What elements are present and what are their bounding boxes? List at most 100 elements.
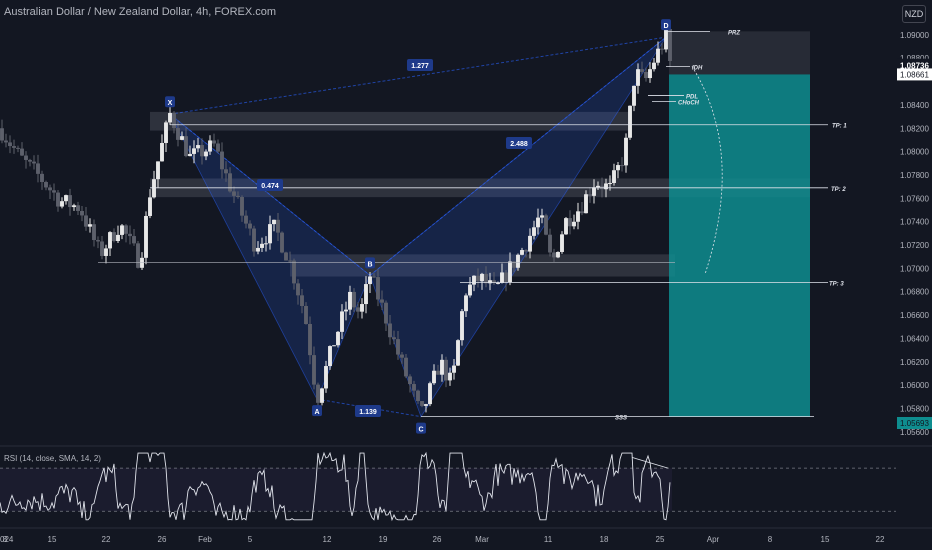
candle-body <box>584 194 588 214</box>
candle-body <box>192 148 196 154</box>
candle-body <box>616 165 620 171</box>
candle-body <box>268 224 272 244</box>
candle-body <box>548 234 552 253</box>
candle-body <box>92 224 96 241</box>
candle-body <box>84 215 88 227</box>
candle-body <box>528 235 532 252</box>
candle-body <box>632 85 636 106</box>
x-tick-label: 18 <box>600 535 609 544</box>
x-tick-label: Mar <box>475 535 489 544</box>
level-label: TP: 3 <box>829 281 844 287</box>
candle-body <box>536 217 540 228</box>
level-label: TP: 1 <box>832 124 847 130</box>
candle-body <box>648 69 652 79</box>
candle-body <box>320 388 324 403</box>
candle-body <box>212 140 216 144</box>
candle-body <box>348 291 352 310</box>
candle-body <box>592 187 596 196</box>
pattern-point-label: A <box>314 409 319 416</box>
candle-body <box>356 307 360 312</box>
candle-body <box>28 159 32 162</box>
x-tick-label: 19 <box>379 535 388 544</box>
x-tick-label: 11 <box>544 535 553 544</box>
rsi-band <box>0 468 672 512</box>
candle-body <box>520 250 524 255</box>
rsi-title: RSI (14, close, SMA, 14, 2) <box>4 454 101 463</box>
ratio-badge <box>355 405 381 417</box>
x-tick-label: 8 <box>3 535 8 544</box>
candle-body <box>244 215 248 224</box>
candle-body <box>476 275 480 282</box>
candle-body <box>460 311 464 341</box>
candle-body <box>116 234 120 241</box>
candle-body <box>352 291 356 308</box>
candle-body <box>128 233 132 237</box>
candle-body <box>40 173 44 183</box>
x-tick-label: 22 <box>876 535 885 544</box>
candle-body <box>124 225 128 234</box>
candle-body <box>96 240 100 242</box>
candle-body <box>132 236 136 244</box>
candle-body <box>640 69 644 72</box>
y-tick-label: 1.08200 <box>900 124 929 133</box>
candle-body <box>424 404 428 406</box>
y-tick-label: 1.06000 <box>900 381 929 390</box>
level-label: PRZ <box>728 30 740 36</box>
candle-body <box>456 340 460 366</box>
candle-body <box>412 384 416 391</box>
y-tick-label: 1.05600 <box>900 428 929 437</box>
candle-body <box>304 306 308 324</box>
candle-body <box>248 223 252 229</box>
candle-body <box>588 194 592 196</box>
candle-body <box>652 62 656 70</box>
candle-body <box>8 142 12 147</box>
pattern-ratio-line <box>169 36 667 115</box>
candle-body <box>20 148 24 156</box>
pattern-ratio-line <box>369 36 667 276</box>
y-tick-label: 1.06400 <box>900 334 929 343</box>
x-tick-label: 12 <box>323 535 332 544</box>
rsi-divergence-line <box>631 457 669 469</box>
candle-body <box>408 376 412 385</box>
candle-body <box>60 201 64 207</box>
candle-body <box>272 219 276 225</box>
candle-body <box>64 195 68 202</box>
candle-body <box>664 28 668 50</box>
candle-body <box>660 48 664 50</box>
candle-body <box>4 140 8 143</box>
candle-body <box>260 243 264 248</box>
candle-body <box>328 346 332 367</box>
candle-body <box>180 136 184 140</box>
x-tick-label: 5 <box>248 535 253 544</box>
candle-body <box>104 248 108 256</box>
candle-body <box>556 251 560 258</box>
candle-body <box>256 247 260 252</box>
y-tick-label: 1.07600 <box>900 194 929 203</box>
candle-body <box>396 339 400 355</box>
candle-body <box>296 283 300 296</box>
candle-body <box>656 48 660 63</box>
candle-body <box>668 28 672 61</box>
level-label: PDL <box>686 95 698 101</box>
pattern-ratio-line <box>169 113 371 276</box>
candle-body <box>364 284 368 305</box>
candle-body <box>384 302 388 324</box>
candle-body <box>264 243 268 245</box>
candle-body <box>156 161 160 180</box>
chart-title: Australian Dollar / New Zealand Dollar, … <box>4 6 277 18</box>
level-label: IDH <box>692 65 703 71</box>
candle-body <box>340 311 344 332</box>
candle-body <box>88 224 92 227</box>
candle-body <box>228 173 232 192</box>
zone-box <box>150 111 632 131</box>
candle-body <box>612 170 616 183</box>
candle-body <box>120 225 124 235</box>
candle-body <box>68 195 72 208</box>
candle-body <box>452 365 456 373</box>
candle-body <box>36 163 40 174</box>
candle-body <box>496 282 500 284</box>
rsi-line <box>0 451 671 522</box>
currency-button[interactable]: NZD <box>902 5 926 23</box>
